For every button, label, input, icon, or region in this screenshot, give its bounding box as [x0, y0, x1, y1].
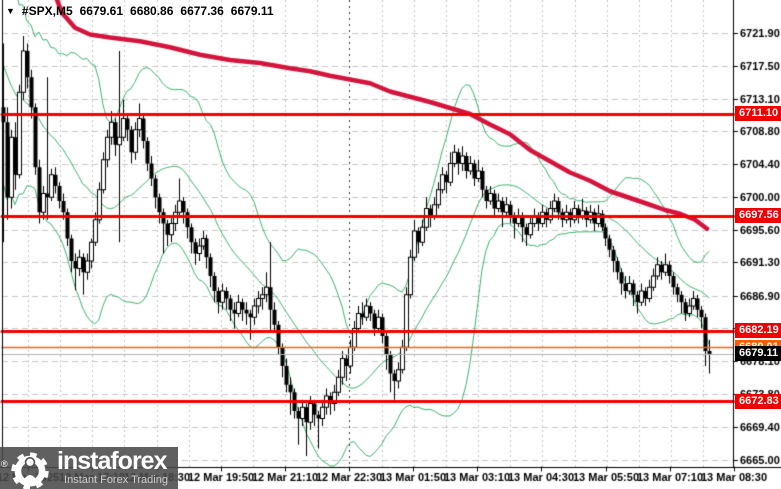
- price-badge-resistance-2: 6697.56: [735, 208, 781, 223]
- brand-tagline: Instant Forex Trading: [64, 474, 168, 486]
- instaforex-gear-icon: [11, 452, 49, 489]
- registered-mark: ®: [1, 459, 8, 469]
- ohlc-high: 6680.86: [130, 4, 174, 18]
- brand-wordmark: instaforex: [57, 447, 167, 475]
- ohlc-open: 6679.61: [79, 4, 124, 18]
- price-badge-resistance-1: 6711.10: [735, 106, 781, 121]
- current-price-badge: 6679.11: [735, 346, 781, 361]
- price-badge-support-1: 6672.83: [735, 394, 781, 409]
- broker-watermark: ® instaforex Instant Forex Trading: [0, 447, 178, 489]
- symbol-label: #SPX,M5: [21, 4, 73, 18]
- ohlc-low: 6677.36: [180, 4, 224, 18]
- ohlc-close: 6679.11: [230, 4, 274, 18]
- symbol-collapse-icon[interactable]: ▼: [6, 6, 15, 16]
- chart-header: ▼ #SPX,M5 6679.61 6680.86 6677.36 6679.1…: [6, 4, 274, 18]
- price-badge-resistance-3: 6682.19: [735, 323, 781, 338]
